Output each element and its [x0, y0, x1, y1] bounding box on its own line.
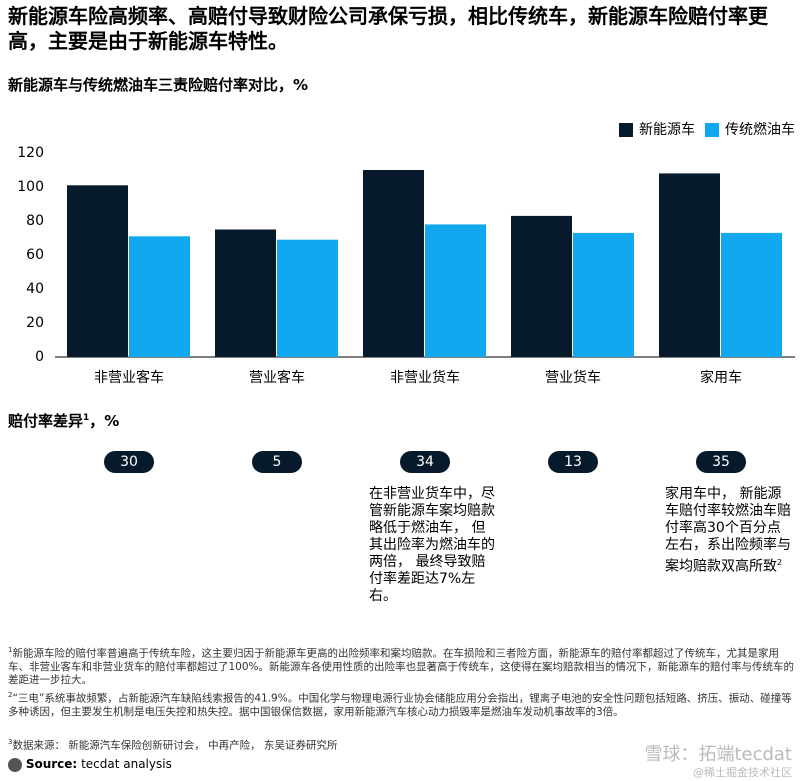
source: Source: tecdat analysis: [8, 757, 172, 772]
bar: [129, 236, 190, 357]
x-tick-label: 营业客车: [249, 369, 305, 386]
footnote-mark: 1: [8, 646, 13, 654]
footnote-mark: 3: [8, 738, 13, 746]
note-text: 家用车中， 新能源车赔付率较燃油车赔付率高30个百分点左右，系出险频率与案均赔款…: [665, 486, 791, 575]
bar: [363, 170, 424, 357]
legend-label: 传统燃油车: [725, 121, 795, 138]
y-tick-label: 100: [17, 179, 44, 195]
footnote-text: 新能源车险的赔付率普遍高于传统车险，这主要归因于新能源车更高的出险频率和案均赔款…: [8, 647, 795, 686]
footnote: 1新能源车险的赔付率普遍高于传统车险，这主要归因于新能源车更高的出险频率和案均赔…: [8, 644, 794, 687]
bar: [511, 215, 572, 357]
bar: [67, 185, 128, 357]
x-tick-label: 营业货车: [545, 369, 601, 386]
difference-note: 家用车中， 新能源车赔付率较燃油车赔付率高30个百分点左右，系出险频率与案均赔款…: [665, 486, 791, 576]
chart: 0 20 40 60 80 100 120 非营业客车 营业客车 非营业货车 营业货车 家用车 传统燃油…: [17, 121, 795, 386]
section-title: 赔付率差异1，%: [8, 410, 119, 431]
bar: [573, 232, 634, 357]
y-tick-label: 0: [35, 349, 44, 365]
bar: [215, 229, 276, 357]
bar: [721, 232, 782, 357]
chart-title: 新能源车与传统燃油车三责险赔付率对比，%: [8, 76, 309, 94]
y-tick-label: 40: [26, 281, 44, 297]
section-title-text: 赔付率差异: [8, 412, 84, 430]
section-title-unit: ，%: [89, 412, 120, 430]
y-tick-label: 60: [26, 247, 44, 263]
source-text: tecdat analysis: [81, 757, 172, 771]
difference-value: 34: [400, 451, 450, 473]
legend-swatch: [705, 123, 719, 137]
watermark: 雪球：拓端tecdat: [644, 744, 792, 765]
bar: [425, 224, 486, 357]
difference-value: 30: [104, 451, 154, 473]
difference-note: 在非营业货车中，尽管新能源车案均赔款略低于燃油车， 但其出险率为燃油车的两倍， …: [369, 486, 495, 605]
page-title: 新能源车险高频率、高赔付导致财险公司承保亏损，相比传统车，新能源车险赔付率更高，…: [8, 4, 768, 53]
bar: [659, 173, 720, 357]
difference-value: 35: [696, 451, 746, 473]
footnote-ref: 2: [777, 558, 783, 567]
footnote-text: “三电”系统事故频繁，占新能源汽车缺陷线索报告的41.9%。中国化学与物理电源行…: [8, 692, 792, 718]
y-tick-label: 20: [26, 315, 44, 331]
x-tick-label: 非营业货车: [390, 369, 460, 386]
footnote: 3数据来源： 新能源汽车保险创新研讨会， 中再产险， 东吴证券研究所: [8, 736, 794, 753]
x-tick-label: 非营业客车: [94, 369, 164, 386]
watermark: @稀土掘金技术社区: [693, 766, 792, 779]
bar: [277, 239, 338, 357]
y-tick-label: 80: [26, 213, 44, 229]
footnote-ref: 1: [83, 413, 90, 423]
footnote-mark: 2: [8, 691, 13, 699]
difference-value: 5: [252, 451, 302, 473]
y-tick-label: 120: [17, 145, 44, 161]
note-text: 在非营业货车中，尽管新能源车案均赔款略低于燃油车， 但其出险率为燃油车的两倍， …: [369, 486, 495, 604]
legend-swatch: [619, 123, 633, 137]
footnote: 2“三电”系统事故频繁，占新能源汽车缺陷线索报告的41.9%。中国化学与物理电源…: [8, 689, 794, 719]
x-tick-label: 家用车: [700, 369, 742, 386]
legend-label: 新能源车: [639, 121, 695, 138]
difference-value: 13: [548, 451, 598, 473]
source-label: Source:: [25, 757, 78, 771]
footnote-text: 数据来源： 新能源汽车保险创新研讨会， 中再产险， 东吴证券研究所: [12, 739, 338, 752]
logo: [8, 757, 22, 772]
